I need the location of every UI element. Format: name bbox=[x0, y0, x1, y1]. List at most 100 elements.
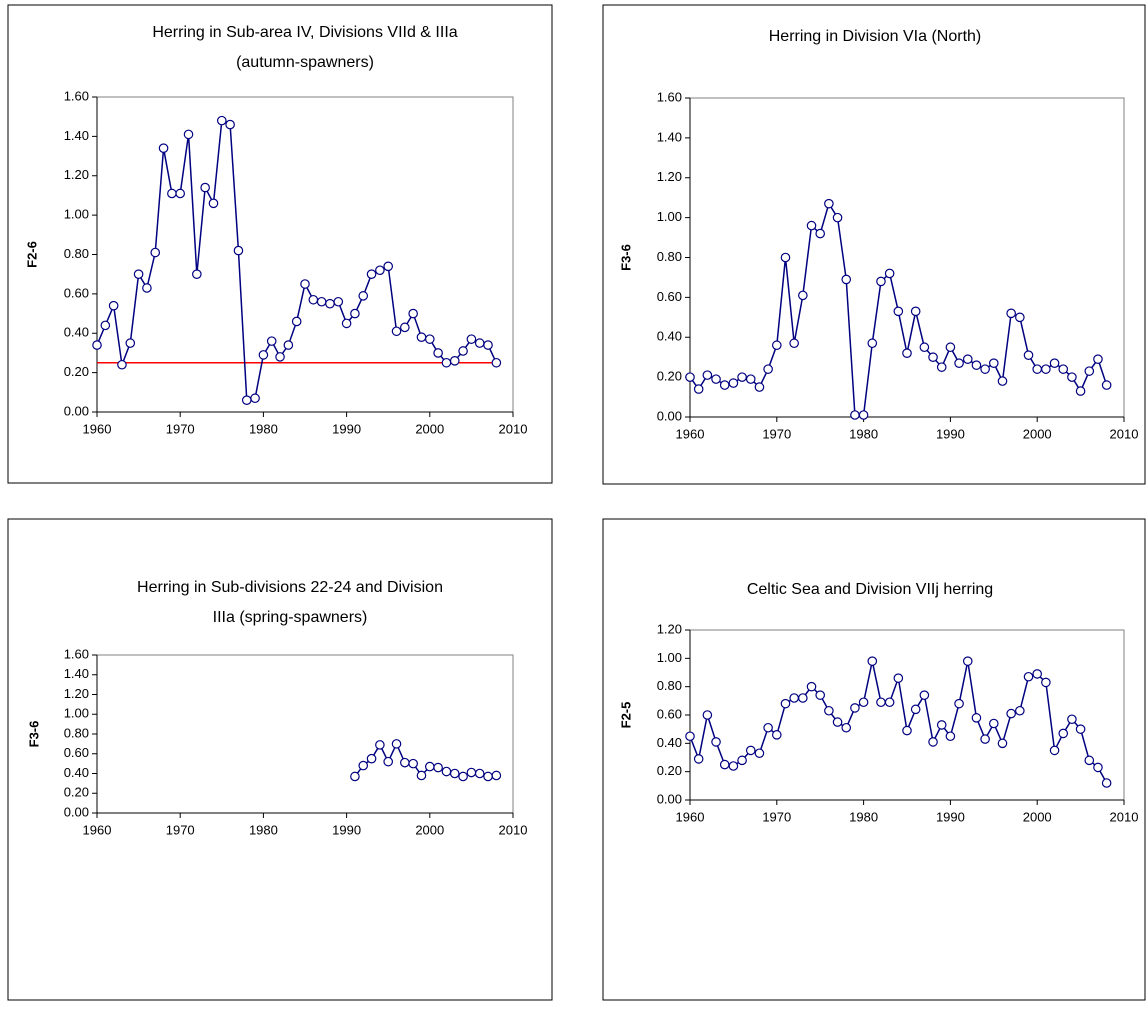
data-point bbox=[466, 334, 477, 344]
data-point bbox=[754, 382, 765, 392]
y-tick-label: 1.40 bbox=[64, 666, 89, 681]
data-point bbox=[416, 332, 427, 342]
data-point bbox=[474, 768, 485, 779]
data-point bbox=[1058, 728, 1069, 739]
y-tick-label: 0.80 bbox=[64, 725, 89, 740]
data-point bbox=[798, 693, 808, 703]
y-tick-label: 1.20 bbox=[657, 169, 682, 184]
data-point bbox=[780, 698, 791, 709]
data-point bbox=[1101, 778, 1112, 788]
data-point bbox=[441, 766, 452, 777]
data-point bbox=[416, 770, 427, 781]
data-point bbox=[433, 762, 443, 773]
chart-title: Herring in Sub-area IV, Divisions VIId &… bbox=[152, 24, 457, 41]
x-tick-label: 1970 bbox=[166, 421, 195, 436]
data-point bbox=[483, 340, 493, 350]
x-tick-label: 2000 bbox=[1023, 809, 1052, 824]
data-point bbox=[988, 358, 999, 368]
data-point bbox=[217, 115, 227, 126]
data-point bbox=[893, 673, 904, 683]
data-point bbox=[1067, 714, 1077, 725]
y-tick-label: 1.20 bbox=[657, 621, 682, 636]
y-tick-label: 0.40 bbox=[657, 735, 682, 750]
y-tick-label: 1.00 bbox=[657, 650, 682, 665]
data-point bbox=[771, 340, 782, 351]
x-tick-label: 1980 bbox=[249, 421, 278, 436]
data-point bbox=[433, 348, 443, 358]
data-point bbox=[183, 129, 194, 140]
data-point bbox=[919, 342, 930, 353]
x-tick-label: 1990 bbox=[332, 822, 361, 837]
data-point bbox=[391, 739, 402, 749]
data-point bbox=[375, 265, 385, 276]
data-point bbox=[308, 294, 319, 305]
data-point bbox=[142, 283, 152, 293]
data-point bbox=[980, 364, 990, 374]
data-point bbox=[1093, 762, 1103, 773]
data-point bbox=[200, 182, 210, 193]
y-axis-label: F3-6 bbox=[618, 244, 633, 271]
data-point bbox=[424, 334, 435, 344]
data-point bbox=[997, 376, 1008, 386]
x-tick-label: 1980 bbox=[849, 426, 878, 441]
chart-title: IIIa (spring-spawners) bbox=[213, 609, 368, 626]
y-tick-label: 0.40 bbox=[64, 765, 89, 780]
data-point bbox=[867, 656, 878, 666]
data-point bbox=[850, 703, 860, 713]
data-point bbox=[208, 198, 219, 209]
data-point bbox=[283, 340, 294, 350]
data-point bbox=[1023, 350, 1034, 360]
data-point bbox=[737, 755, 747, 766]
x-tick-label: 1960 bbox=[676, 426, 705, 441]
data-point bbox=[300, 279, 310, 289]
data-point bbox=[745, 374, 756, 384]
panel-frame bbox=[602, 518, 1146, 1001]
data-point bbox=[980, 734, 990, 744]
data-point bbox=[902, 725, 912, 736]
data-point bbox=[936, 362, 947, 372]
x-tick-label: 1970 bbox=[762, 809, 791, 824]
data-point bbox=[971, 713, 982, 723]
y-tick-label: 1.00 bbox=[657, 209, 682, 224]
data-point bbox=[424, 761, 435, 772]
data-point bbox=[1006, 308, 1016, 319]
x-tick-label: 1980 bbox=[849, 809, 878, 824]
data-point bbox=[702, 710, 713, 720]
y-tick-label: 0.60 bbox=[657, 289, 682, 304]
x-tick-label: 1970 bbox=[166, 822, 195, 837]
data-point bbox=[902, 348, 912, 358]
data-point bbox=[366, 753, 377, 764]
data-point bbox=[491, 357, 502, 368]
data-point bbox=[333, 296, 344, 307]
data-point bbox=[325, 298, 335, 309]
data-point bbox=[945, 731, 956, 742]
data-point bbox=[1049, 745, 1060, 756]
data-point bbox=[1041, 677, 1051, 688]
data-point bbox=[745, 745, 756, 756]
data-point bbox=[92, 340, 102, 350]
data-point bbox=[441, 357, 452, 368]
data-point bbox=[997, 738, 1008, 749]
x-tick-label: 2010 bbox=[1110, 809, 1139, 824]
data-point bbox=[867, 338, 878, 349]
data-point bbox=[798, 290, 808, 301]
data-point bbox=[763, 364, 773, 374]
y-tick-label: 0.20 bbox=[657, 369, 682, 384]
data-point bbox=[358, 760, 369, 771]
x-tick-label: 1960 bbox=[676, 809, 705, 824]
data-point bbox=[876, 276, 886, 287]
data-point bbox=[919, 690, 930, 700]
data-point bbox=[266, 336, 277, 346]
y-tick-label: 0.80 bbox=[64, 246, 89, 261]
data-point bbox=[910, 704, 921, 715]
data-point bbox=[225, 119, 235, 130]
data-point bbox=[685, 372, 695, 382]
data-point bbox=[1075, 724, 1086, 734]
data-point bbox=[702, 370, 713, 380]
x-tick-label: 1990 bbox=[936, 426, 965, 441]
y-axis-label: F2-5 bbox=[618, 702, 633, 729]
data-point bbox=[358, 291, 369, 301]
chart-title: Celtic Sea and Division VIIj herring bbox=[747, 581, 993, 598]
y-tick-label: 0.40 bbox=[64, 325, 89, 340]
